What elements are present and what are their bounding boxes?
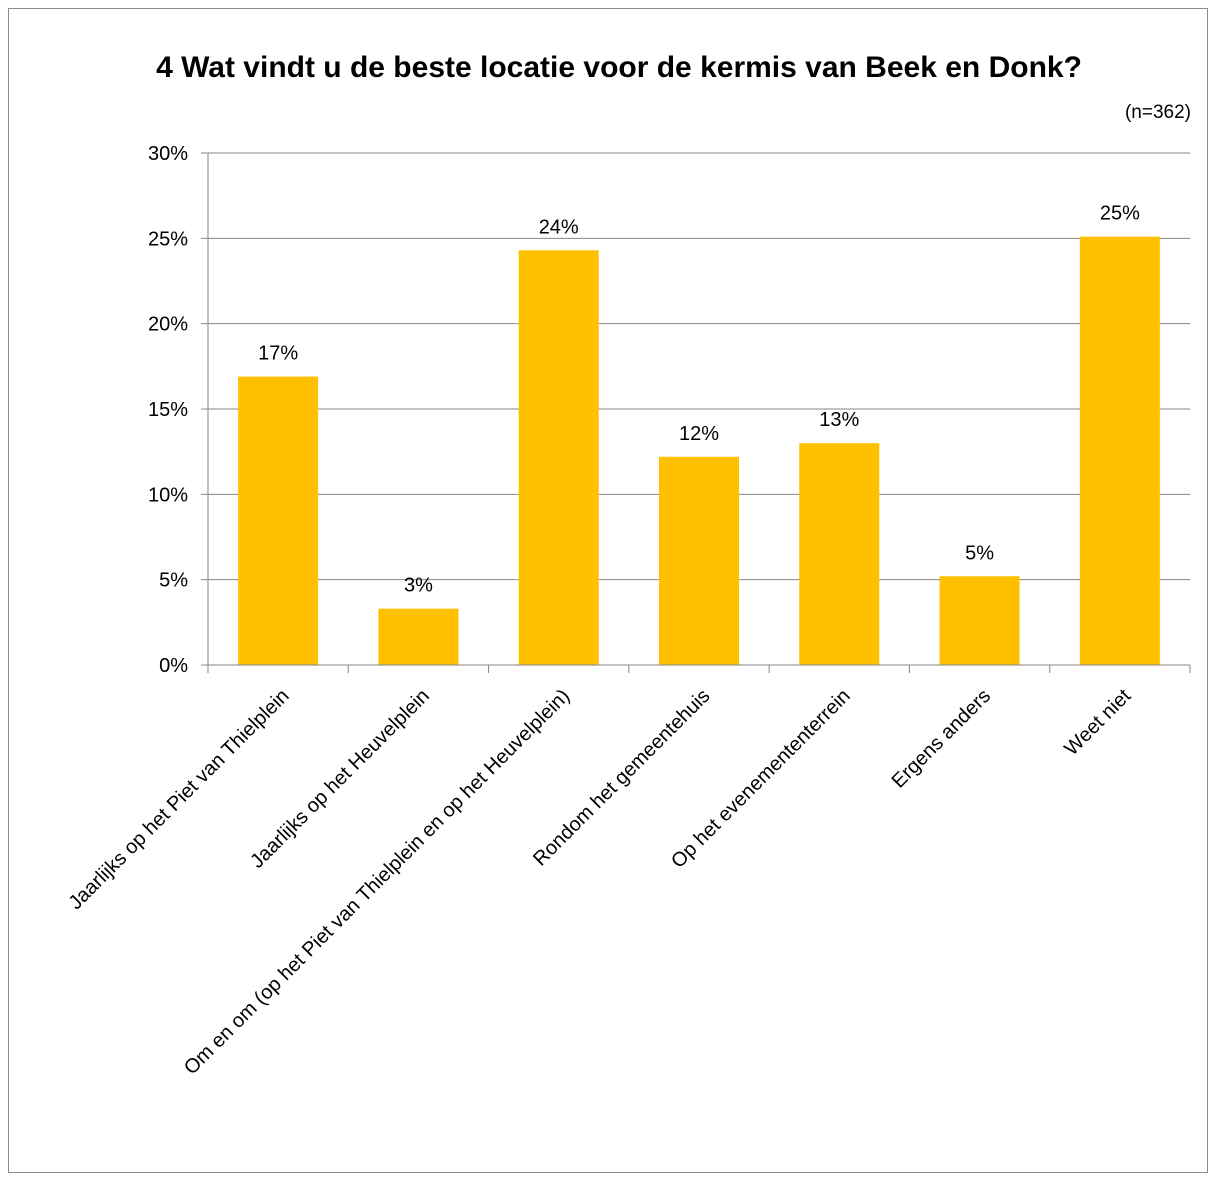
bar <box>1079 236 1160 666</box>
data-label: 12% <box>679 423 719 445</box>
sample-size-note: (n=362) <box>1124 102 1191 123</box>
gridlines <box>208 152 1190 581</box>
bar <box>238 376 319 665</box>
bar <box>659 456 739 665</box>
bar <box>939 576 1020 665</box>
data-label: 24% <box>539 216 579 238</box>
y-tick-label: 0% <box>159 655 188 677</box>
y-tick-label: 20% <box>148 314 188 336</box>
data-label: 25% <box>1100 203 1140 225</box>
y-tick-label: 10% <box>148 484 188 506</box>
y-tick-label: 25% <box>148 228 188 250</box>
chart-title: 4 Wat vindt u de beste locatie voor de k… <box>156 51 1082 84</box>
data-label: 13% <box>819 409 859 431</box>
bars <box>238 236 1160 666</box>
bar <box>518 250 599 665</box>
y-tick-label: 5% <box>159 570 188 592</box>
data-label: 5% <box>965 542 994 564</box>
x-category-label: Ergens anders <box>888 685 996 793</box>
bar <box>378 608 459 665</box>
y-tick-label: 15% <box>148 399 188 421</box>
bar <box>799 443 880 665</box>
x-category-label: Weet niet <box>1060 685 1135 760</box>
data-label: 17% <box>258 343 298 365</box>
y-tick-label: 30% <box>148 143 188 165</box>
data-label: 3% <box>404 575 433 597</box>
axes <box>201 152 1191 673</box>
x-category-label: Jaarlijks op het Piet van Thielplein <box>65 685 294 914</box>
